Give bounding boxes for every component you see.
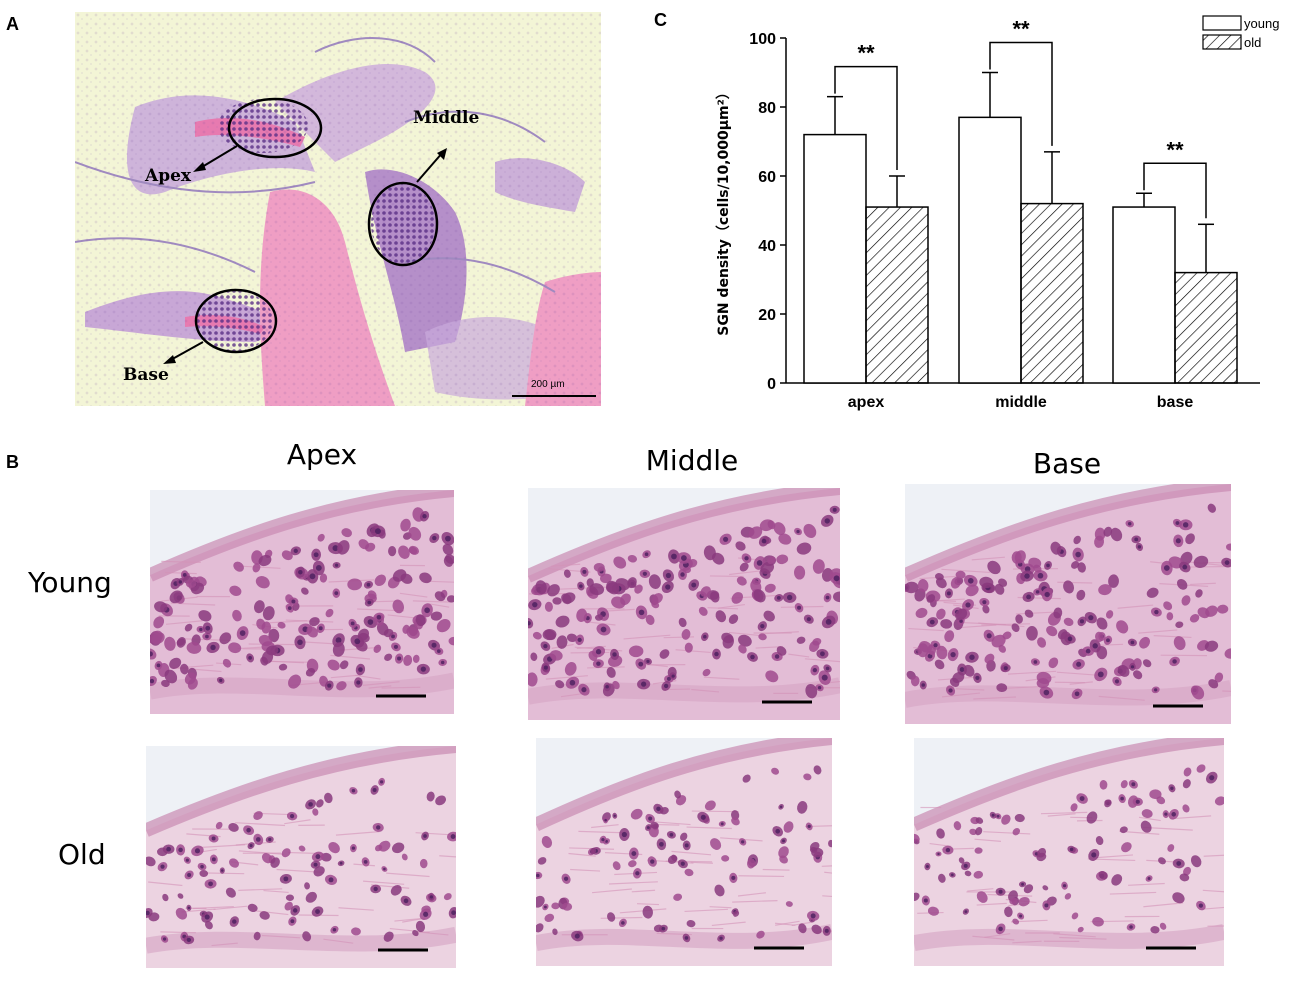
legend-label-old: old <box>1244 35 1261 50</box>
row-title-old: Old <box>58 838 106 871</box>
y-tick-label: 60 <box>758 169 776 186</box>
panel-a-micrograph: Apex Middle Base 200 µm <box>75 12 601 406</box>
column-title-middle: Middle <box>645 444 739 477</box>
bar-old-apex <box>865 206 929 384</box>
bar-old-middle <box>1020 202 1084 384</box>
base-circle <box>194 288 278 354</box>
legend-swatch-young <box>1202 15 1242 31</box>
bar-young-middle <box>958 116 1022 384</box>
panel-b-letter: B <box>6 452 19 472</box>
y-axis-label: SGN density（cells/10,000μm²） <box>716 85 732 335</box>
legend-label-young: young <box>1244 16 1279 31</box>
sgn-density-chart: 0 20 40 60 80 100 SGN density（cells/10,000μm²）… <box>716 15 1279 411</box>
panel-c-letter: C <box>654 10 667 30</box>
x-tick-label-apex: apex <box>848 394 885 411</box>
micrograph-young-middle <box>528 488 840 720</box>
x-tick-label-middle: middle <box>995 394 1047 411</box>
micrograph-young-apex <box>150 490 454 714</box>
middle-label: Middle <box>413 108 480 128</box>
middle-circle <box>367 181 439 267</box>
y-tick-label: 100 <box>749 31 776 48</box>
significance-label-base: ** <box>1166 137 1184 162</box>
bar-old-base <box>1174 271 1238 384</box>
significance-bracket-apex <box>834 65 898 170</box>
y-tick-label: 40 <box>758 238 776 255</box>
significance-label-apex: ** <box>857 41 875 66</box>
panel-a-letter: A <box>6 14 19 34</box>
column-title-base: Base <box>1032 447 1102 480</box>
micrograph-old-base <box>914 738 1224 966</box>
significance-bracket-base <box>1143 162 1207 219</box>
y-tick-label: 20 <box>758 307 776 324</box>
cochlea-section-image <box>75 12 601 406</box>
base-label: Base <box>123 365 169 385</box>
significance-label-middle: ** <box>1012 17 1030 42</box>
bar-young-apex <box>803 133 867 384</box>
micrograph-old-middle <box>536 738 832 966</box>
apex-label: Apex <box>145 166 192 186</box>
y-tick-label: 80 <box>758 100 776 117</box>
apex-circle <box>227 97 323 159</box>
x-tick-label-base: base <box>1157 394 1194 411</box>
significance-bracket-middle <box>989 41 1053 146</box>
y-tick-label: 0 <box>767 376 776 393</box>
row-title-young: Young <box>28 566 112 599</box>
column-title-apex: Apex <box>286 438 358 471</box>
micrograph-young-base <box>905 484 1231 724</box>
panel-a-scalebar-label: 200 µm <box>531 379 565 390</box>
bar-young-base <box>1112 206 1176 384</box>
middle-arrow <box>416 151 444 183</box>
micrograph-old-apex <box>146 746 456 968</box>
legend-swatch-old <box>1202 34 1242 50</box>
